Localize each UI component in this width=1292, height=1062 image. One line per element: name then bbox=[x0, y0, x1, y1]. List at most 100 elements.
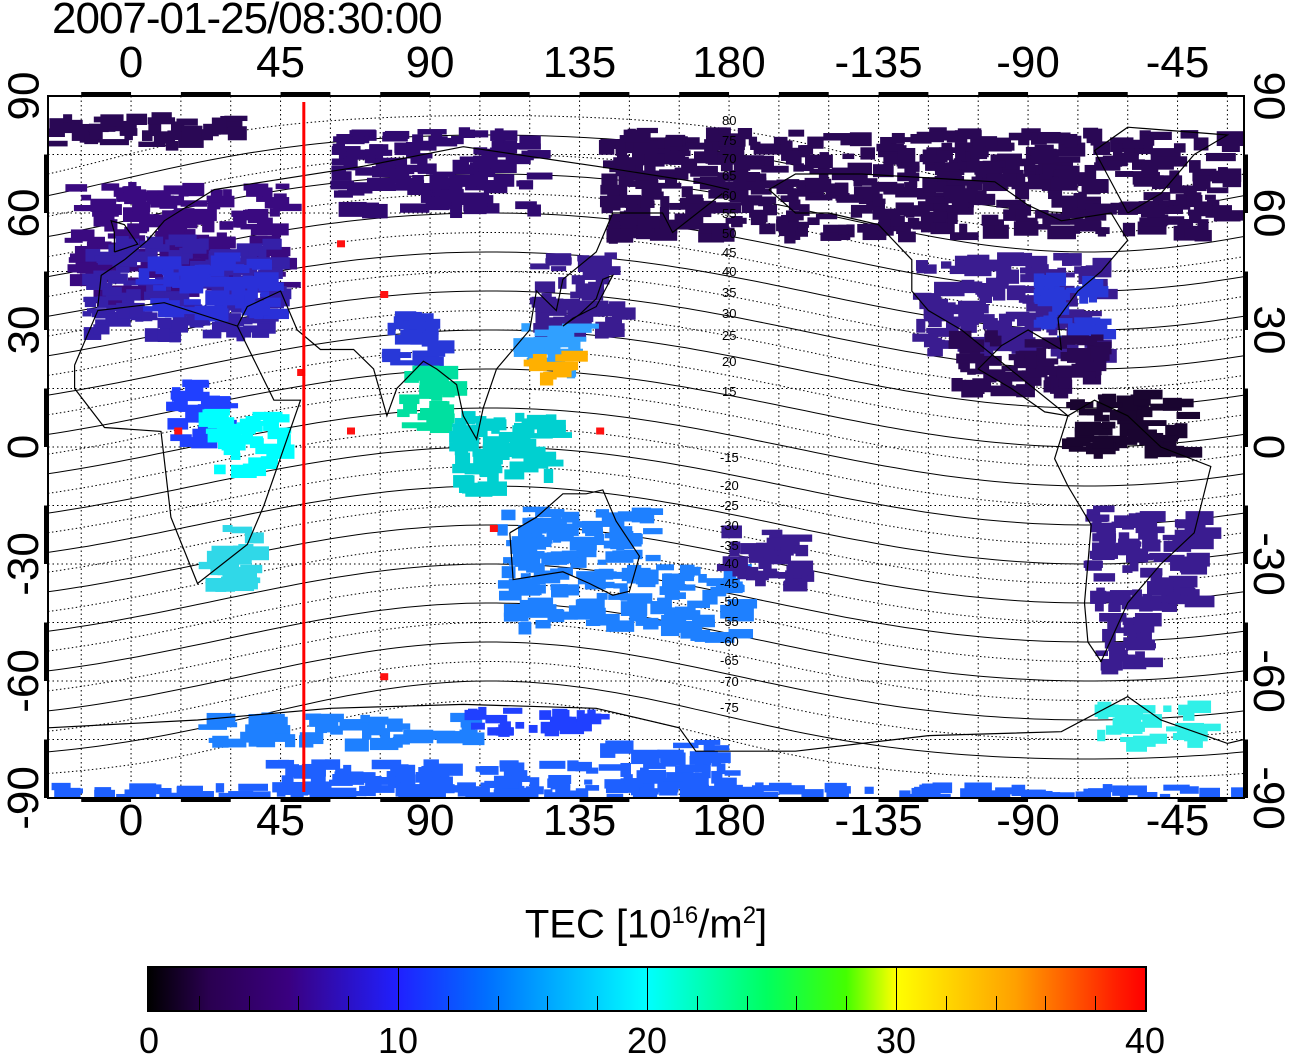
tec-cell bbox=[860, 133, 871, 144]
tec-cell bbox=[1174, 529, 1198, 544]
tec-cell bbox=[961, 379, 990, 392]
tec-cell bbox=[1120, 785, 1147, 796]
tec-cell bbox=[1142, 539, 1157, 552]
tec-cell bbox=[333, 190, 353, 198]
tec-cell bbox=[414, 356, 444, 367]
tec-cell bbox=[1122, 152, 1139, 163]
tec-cell bbox=[1099, 612, 1127, 622]
tec-cell bbox=[450, 712, 470, 723]
tec-cell bbox=[463, 202, 488, 212]
tec-cell bbox=[528, 724, 538, 733]
tec-cell bbox=[784, 231, 796, 244]
y-tick-label-left: -60 bbox=[0, 649, 48, 713]
tec-cell bbox=[1115, 710, 1138, 720]
tec-cell bbox=[179, 438, 195, 447]
tec-cell bbox=[338, 201, 367, 217]
tec-cell bbox=[201, 129, 213, 141]
tec-cell bbox=[285, 764, 300, 778]
tec-cell bbox=[623, 549, 643, 560]
tec-cell bbox=[897, 147, 916, 163]
tec-cell bbox=[51, 782, 71, 791]
colorbar-tick-label: 0 bbox=[138, 1020, 160, 1061]
tec-cell bbox=[715, 584, 744, 590]
tec-cell bbox=[425, 163, 437, 175]
tec-cell bbox=[1139, 600, 1153, 612]
tec-cell bbox=[512, 425, 535, 435]
x-tick-label-top: -135 bbox=[834, 38, 923, 87]
tec-cell bbox=[761, 165, 789, 173]
tec-cell bbox=[515, 412, 525, 422]
tec-cell bbox=[1140, 204, 1165, 218]
contour-label: -15 bbox=[720, 450, 739, 465]
tec-cell bbox=[208, 737, 218, 743]
y-tick-label-left: -90 bbox=[0, 766, 48, 830]
tec-cell bbox=[249, 235, 276, 246]
tec-cell bbox=[1076, 286, 1090, 296]
tec-cell bbox=[521, 323, 531, 332]
tec-cell bbox=[527, 150, 551, 159]
tec-cell bbox=[766, 537, 795, 548]
tec-cell bbox=[859, 178, 878, 186]
tec-cell bbox=[635, 620, 662, 626]
tec-cell bbox=[1173, 143, 1186, 153]
tec-cell bbox=[598, 764, 627, 771]
tec-cell bbox=[526, 563, 545, 573]
tec-cell bbox=[708, 140, 728, 151]
tec-cell bbox=[1041, 366, 1063, 376]
tec-cell bbox=[82, 311, 92, 317]
tec-cell bbox=[176, 118, 198, 126]
tec-cell bbox=[656, 564, 675, 571]
y-tick-label-right: 0 bbox=[1244, 434, 1292, 460]
tec-cell bbox=[96, 296, 109, 308]
tec-cell bbox=[1121, 602, 1150, 610]
tec-cell bbox=[457, 782, 476, 789]
tec-cell bbox=[750, 143, 780, 150]
tec-cell bbox=[86, 283, 113, 290]
tec-cell bbox=[141, 311, 153, 322]
tec-cell bbox=[1048, 311, 1058, 318]
tec-cell bbox=[107, 233, 123, 239]
tec-cell bbox=[798, 204, 810, 216]
tec-cell bbox=[1100, 658, 1123, 671]
tec-cell bbox=[1041, 269, 1066, 276]
tec-cell bbox=[644, 153, 665, 167]
tec-cell bbox=[1118, 139, 1144, 149]
tec-cell bbox=[462, 192, 490, 204]
tec-cell bbox=[1095, 650, 1109, 657]
tec-cell bbox=[1019, 285, 1045, 294]
tec-cell bbox=[473, 155, 494, 169]
tec-cell bbox=[501, 509, 516, 521]
tec-cell bbox=[498, 590, 522, 601]
tec-cell bbox=[238, 251, 249, 257]
tec-cell bbox=[93, 211, 115, 227]
tec-cell bbox=[1086, 128, 1103, 144]
tec-cell bbox=[234, 295, 245, 305]
tec-cell bbox=[745, 570, 769, 581]
tec-cell bbox=[916, 188, 936, 200]
tec-cell bbox=[1075, 361, 1101, 372]
tec-cell bbox=[147, 117, 176, 125]
tec-cell bbox=[606, 793, 624, 798]
tec-cell bbox=[429, 405, 453, 420]
tec-cell bbox=[853, 171, 863, 187]
tec-cell bbox=[1123, 623, 1133, 630]
tec-cell bbox=[128, 181, 137, 188]
tec-cell bbox=[741, 543, 755, 554]
tec-cell bbox=[567, 760, 579, 772]
tec-cell bbox=[908, 176, 918, 188]
tec-cell bbox=[1034, 144, 1054, 151]
tec-cell bbox=[395, 165, 405, 180]
tec-cell bbox=[63, 114, 73, 123]
tec-cell bbox=[1020, 274, 1043, 283]
tec-cell bbox=[763, 545, 775, 558]
tec-cell bbox=[525, 786, 544, 795]
tec-cell bbox=[429, 174, 449, 190]
y-tick-label-left: 90 bbox=[0, 71, 48, 121]
tec-cell bbox=[452, 785, 464, 793]
tec-cell bbox=[748, 196, 760, 202]
tec-cell bbox=[846, 224, 855, 238]
x-tick-label-bottom: 45 bbox=[256, 796, 306, 845]
tec-cell bbox=[711, 770, 723, 784]
tec-cell bbox=[1153, 556, 1182, 563]
tec-cell bbox=[481, 182, 491, 191]
